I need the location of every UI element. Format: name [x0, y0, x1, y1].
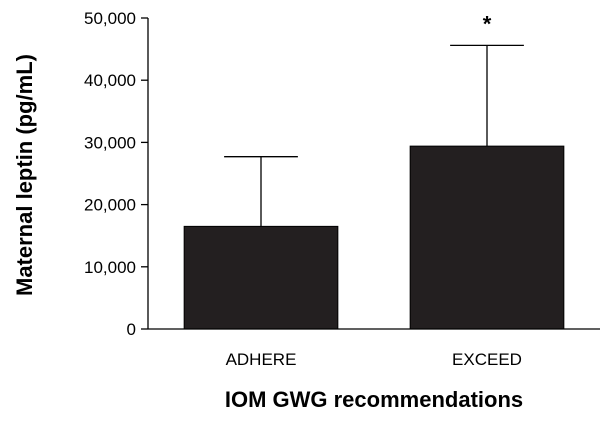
x-axis-title: IOM GWG recommendations	[225, 387, 523, 412]
y-tick-label: 30,000	[84, 133, 136, 152]
x-axis: ADHERE EXCEED	[148, 328, 600, 369]
y-tick-label: 40,000	[84, 71, 136, 90]
y-axis-title: Maternal leptin (pg/mL)	[12, 54, 37, 296]
y-tick-label: 0	[127, 320, 136, 339]
y-tick-label: 10,000	[84, 258, 136, 277]
significance-marker: *	[483, 11, 492, 36]
bars: *	[183, 11, 565, 330]
y-tick-label: 50,000	[84, 9, 136, 28]
bar-exceed	[409, 145, 565, 330]
x-category-label: EXCEED	[452, 350, 522, 369]
y-axis: 0 10,000 20,000 30,000 40,000 50,000	[84, 9, 149, 339]
y-tick-label: 20,000	[84, 196, 136, 215]
x-category-label: ADHERE	[226, 350, 297, 369]
bar-adhere	[183, 225, 339, 330]
